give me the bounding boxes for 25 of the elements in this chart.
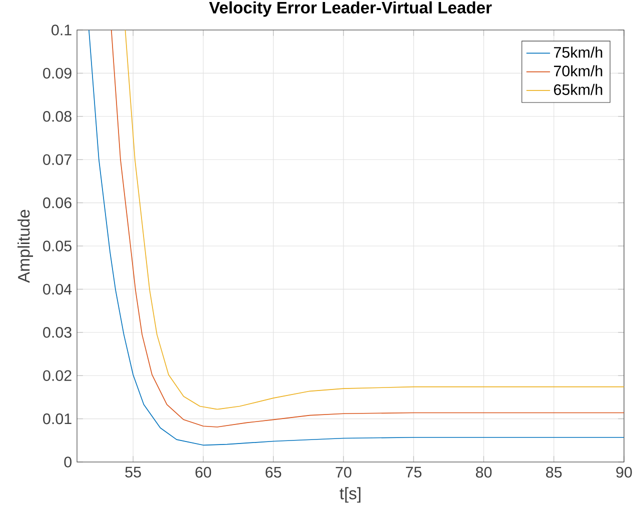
chart-title: Velocity Error Leader-Virtual Leader: [209, 1, 492, 17]
x-tick-label: 85: [546, 466, 562, 478]
y-tick-label: 0.07: [43, 154, 72, 165]
x-tick-label: 60: [196, 466, 212, 478]
x-tick-label: 55: [125, 466, 141, 478]
x-tick-label: 90: [616, 466, 632, 478]
y-tick-label: 0.06: [43, 197, 72, 208]
x-tick-label: 65: [266, 466, 282, 478]
x-axis-title: t[s]: [340, 487, 360, 503]
y-tick-label: 0.04: [43, 284, 72, 295]
legend-label: 70km/h: [554, 65, 602, 76]
x-tick-label: 80: [476, 466, 492, 478]
legend-label: 75km/h: [554, 46, 602, 58]
x-tick-label: 75: [406, 466, 422, 478]
y-tick-label: 0.09: [43, 68, 72, 79]
y-tick-label: 0: [64, 456, 72, 468]
y-tick-label: 0.02: [43, 370, 72, 381]
y-tick-label: 0.08: [43, 111, 72, 122]
legend-label: 65km/h: [554, 84, 602, 96]
x-tick-label: 70: [336, 466, 352, 478]
y-tick-label: 0.01: [43, 413, 72, 424]
y-tick-label: 0.03: [43, 327, 72, 338]
y-tick-label: 0.1: [52, 24, 72, 36]
y-axis-title: Amplitude: [18, 210, 33, 283]
y-tick-label: 0.05: [43, 240, 72, 252]
